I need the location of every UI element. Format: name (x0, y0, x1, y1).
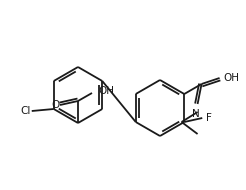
Text: O: O (52, 100, 60, 110)
Text: Cl: Cl (21, 106, 31, 116)
Text: F: F (206, 113, 212, 123)
Text: OH: OH (224, 73, 240, 83)
Text: OH: OH (98, 86, 114, 96)
Text: N: N (192, 109, 200, 119)
